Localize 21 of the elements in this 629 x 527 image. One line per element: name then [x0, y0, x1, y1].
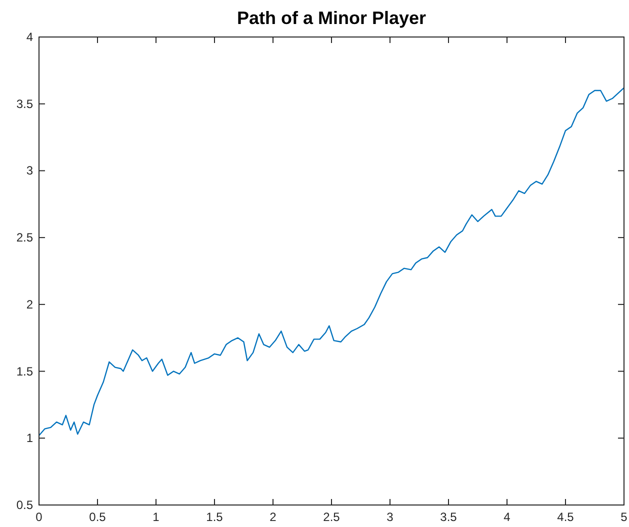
y-tick-label: 2.5	[16, 230, 34, 245]
y-tick-label: 4	[26, 30, 34, 44]
x-tick-label: 0	[36, 510, 43, 524]
x-tick-label: 3	[386, 510, 394, 524]
x-tick-label: 5	[620, 510, 628, 524]
x-tick-label: 4	[504, 510, 511, 524]
y-tick-label: 1	[26, 431, 34, 446]
chart-title: Path of a Minor Player	[236, 8, 426, 28]
x-tick-label: 1	[152, 510, 160, 524]
x-tick-label: 0.5	[89, 510, 106, 524]
x-tick-label: 4.5	[557, 510, 574, 524]
line-series	[38, 87, 625, 436]
y-tick-label: 0.5	[16, 498, 34, 512]
x-tick-label: 2	[270, 510, 277, 524]
y-tick-label: 1.5	[16, 364, 34, 378]
y-tick-label: 3.5	[16, 96, 34, 111]
y-tick-label: 3	[26, 164, 34, 178]
x-tick-label: 1.5	[206, 510, 224, 524]
y-tick-label: 2	[26, 297, 34, 312]
x-tick-label: 2.5	[323, 510, 340, 524]
x-tick-label: 3.5	[440, 510, 458, 524]
